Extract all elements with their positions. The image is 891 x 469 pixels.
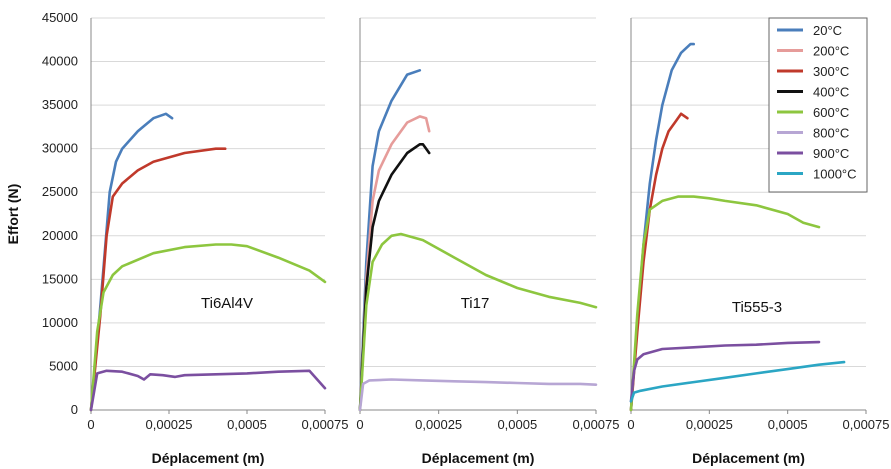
series-line-200c [358,115,431,412]
x-tick-label: 0 [627,417,634,432]
x-tick-label: 0,00075 [573,417,620,432]
y-tick-label: 20000 [42,228,78,243]
legend-entry: 900°C [813,146,849,161]
x-tick-label: 0,00075 [843,417,890,432]
y-tick-label: 10000 [42,315,78,330]
y-tick-label: 30000 [42,141,78,156]
series-line-900c [629,340,821,403]
x-axis-label: Déplacement (m) [692,450,805,466]
x-tick-label: 0 [87,417,94,432]
panel-label: Ti555-3 [732,299,782,316]
x-tick-label: 0,0005 [768,417,808,432]
series-line-1000c [629,360,846,403]
series-line-300c [89,147,227,412]
x-axis-label: Déplacement (m) [152,450,265,466]
y-tick-label: 0 [71,402,78,417]
x-tick-label: 0,00025 [146,417,193,432]
legend-box [768,17,868,193]
y-axis-label: Effort (N) [5,184,21,245]
x-tick-label: 0,00075 [302,417,349,432]
legend-entry: 600°C [813,105,849,120]
series-line-600c [358,232,598,412]
x-axis-label: Déplacement (m) [422,450,535,466]
y-tick-label: 45000 [42,10,78,25]
x-tick-label: 0,0005 [497,417,537,432]
legend-entry: 1000°C [813,167,857,182]
x-tick-label: 0 [356,417,363,432]
y-tick-label: 5000 [49,358,78,373]
legend-entry: 800°C [813,126,849,141]
series-line-20c [358,69,422,412]
legend-entry: 300°C [813,64,849,79]
series-line-800c [358,378,598,412]
legend-entry: 200°C [813,44,849,59]
y-tick-label: 40000 [42,54,78,69]
x-tick-label: 0,00025 [415,417,462,432]
y-tick-label: 25000 [42,184,78,199]
y-tick-label: 35000 [42,97,78,112]
series-line-400c [358,143,431,412]
series-line-300c [629,112,689,412]
legend-entry: 400°C [813,85,849,100]
x-tick-label: 0,0005 [227,417,267,432]
series-line-900c [89,369,327,412]
panel-label: Ti17 [461,295,490,312]
panel-label: Ti6Al4V [201,295,253,312]
legend-entry: 20°C [813,23,842,38]
series-line-600c [629,195,821,412]
series-line-600c [89,243,327,412]
series-line-20c [629,42,696,412]
y-tick-label: 15000 [42,271,78,286]
x-tick-label: 0,00025 [686,417,733,432]
